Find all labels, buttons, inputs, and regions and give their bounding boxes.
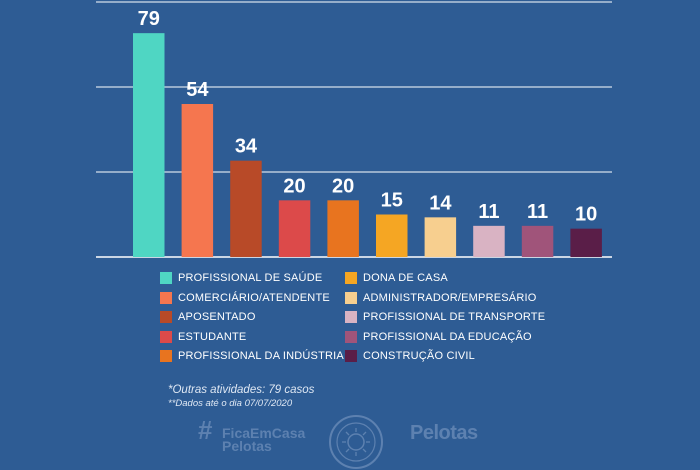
bar <box>133 33 165 257</box>
legend-label: PROFISSIONAL DE TRANSPORTE <box>363 311 546 323</box>
data-label: 54 <box>186 79 209 101</box>
bar <box>181 104 214 257</box>
legend-swatch <box>345 350 357 362</box>
legend-item: PROFISSIONAL DA INDÚSTRIA <box>160 348 344 364</box>
legend-swatch <box>345 272 357 284</box>
legend-item: PROFISSIONAL DE TRANSPORTE <box>345 309 545 325</box>
bar <box>230 160 262 257</box>
bar <box>278 200 311 257</box>
data-label: 11 <box>478 201 499 223</box>
legend-item: ADMINISTRADOR/EMPRESÁRIO <box>345 290 537 306</box>
legend-label: CONSTRUÇÃO CIVIL <box>363 350 475 362</box>
data-label: 20 <box>332 175 354 197</box>
legend-swatch <box>345 330 357 343</box>
legend-label: PROFISSIONAL DE SAÚDE <box>178 272 323 284</box>
data-label: 11 <box>527 201 548 223</box>
legend-item: DONA DE CASA <box>345 270 448 286</box>
footnotes: *Outras atividades: 79 casos **Dados até… <box>168 384 314 410</box>
legend-label: PROFISSIONAL DA EDUCAÇÃO <box>363 330 532 343</box>
data-label: 20 <box>283 175 305 197</box>
bar <box>570 228 602 257</box>
legend-swatch <box>345 311 357 323</box>
pelotas-logo: Pelotas <box>410 422 478 444</box>
legend-label: APOSENTADO <box>178 311 256 323</box>
legend-label: PROFISSIONAL DA INDÚSTRIA <box>178 350 344 362</box>
hashtag-line1: FicaEmCasa <box>222 425 306 441</box>
data-label: 34 <box>235 136 258 158</box>
legend-item: PROFISSIONAL DE SAÚDE <box>160 270 322 286</box>
data-label: 79 <box>138 8 160 30</box>
committee-seal-icon <box>329 415 383 469</box>
bar <box>473 225 505 257</box>
note-other-activities: *Outras atividades: 79 casos <box>168 384 315 396</box>
bar-chart: 79 54 34 20 20 15 14 11 11 10 <box>96 1 612 258</box>
legend-item: PROFISSIONAL DA EDUCAÇÃO <box>345 329 532 345</box>
footer: # FicaEmCasa Pelotas Pelotas <box>0 414 700 469</box>
hash-icon: # <box>198 415 213 445</box>
data-label: 10 <box>575 204 597 226</box>
data-label: 15 <box>381 190 403 212</box>
legend-item: CONSTRUÇÃO CIVIL <box>345 348 475 364</box>
note-data-date: **Dados até o dia 07/07/2020 <box>168 398 293 409</box>
legend-swatch <box>345 291 357 304</box>
legend-label: COMERCIÁRIO/ATENDENTE <box>178 291 330 304</box>
legend-swatch <box>160 330 172 343</box>
legend-label: ADMINISTRADOR/EMPRESÁRIO <box>363 291 537 304</box>
legend-swatch <box>160 350 172 362</box>
bar <box>424 217 457 257</box>
legend-item: COMERCIÁRIO/ATENDENTE <box>160 290 330 306</box>
legend-item: ESTUDANTE <box>160 329 246 345</box>
hashtag-line2: Pelotas <box>222 438 272 454</box>
legend-item: APOSENTADO <box>160 309 256 325</box>
legend-label: ESTUDANTE <box>178 330 247 343</box>
bar <box>376 214 408 257</box>
legend-swatch <box>160 291 172 304</box>
bar <box>327 200 359 257</box>
legend-label: DONA DE CASA <box>363 272 448 284</box>
data-label: 14 <box>429 192 452 214</box>
legend-swatch <box>160 311 172 323</box>
legend-swatch <box>160 272 172 284</box>
bar <box>521 225 554 257</box>
